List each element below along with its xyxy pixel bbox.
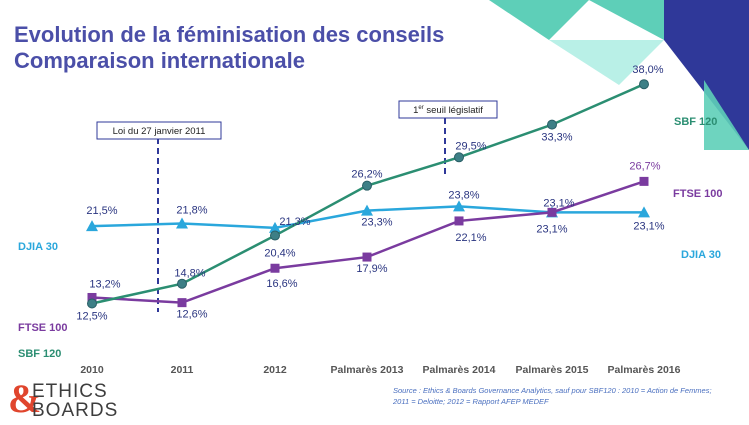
sbf-data-label-0: 12,5% [76, 311, 107, 323]
djia-right-label: DJIA 30 [681, 249, 721, 261]
ftse-data-label-5: 23,1% [543, 197, 574, 209]
source-line-1: Source : Ethics & Boards Governance Anal… [393, 386, 712, 395]
annotations: Loi du 27 janvier 2011 1er seuil législa… [96, 100, 498, 312]
sbf-data-label-3: 26,2% [351, 169, 382, 181]
ftse-data-label-1: 12,6% [176, 309, 207, 321]
ftse-point-1 [177, 298, 187, 308]
djia-data-label-1: 21,8% [176, 205, 207, 217]
decor-teal-top [489, 0, 589, 40]
ftse-point-0 [87, 292, 97, 302]
djia-data-label-4: 23,8% [448, 189, 479, 201]
ftse-data-label-4: 22,1% [455, 232, 486, 244]
ftse-data-label-2: 16,6% [266, 278, 297, 290]
ethics-boards-logo: & ETHICS BOARDS [8, 376, 138, 421]
x-tick-label-6: Palmarès 2016 [608, 364, 681, 376]
x-tick-label-5: Palmarès 2015 [516, 364, 589, 376]
djia-data-label-2: 21,3% [279, 216, 310, 228]
djia-data-label-0: 21,5% [86, 205, 117, 217]
x-axis: 2010 2011 2012 Palmarès 2013 Palmarès 2014 Pa… [80, 364, 680, 376]
sbf-point-3 [362, 180, 372, 191]
annotation-seuil-box [398, 100, 498, 119]
djia-point-3 [361, 204, 373, 216]
chart-title: Evolution de la féminisation des conseil… [14, 22, 444, 74]
decor-light-mid [549, 40, 664, 85]
logo-line-1: ETHICS [32, 381, 108, 402]
decor-teal-right [589, 0, 664, 40]
title-line-1: Evolution de la féminisation des conseil… [14, 22, 445, 47]
sbf-point-6 [639, 79, 649, 90]
sbf-point-2 [270, 230, 280, 241]
djia-data-label-3: 23,3% [361, 217, 392, 229]
x-tick-label-4: Palmarès 2014 [423, 364, 496, 376]
annotation-seuil-text: 1er seuil législatif [413, 105, 483, 116]
annotation-seuil-rest: seuil législatif [424, 105, 483, 116]
sbf-left-label: SBF 120 [18, 348, 61, 360]
sbf-right-label: SBF 120 [674, 116, 717, 128]
source-note: Source : Ethics & Boards Governance Anal… [393, 385, 743, 407]
djia-point-1 [176, 217, 188, 229]
ftse-point-2 [270, 263, 280, 273]
annotation-seuil-sup: er [418, 105, 423, 111]
annotation-loi-box [96, 121, 222, 140]
sbf-data-label-1: 14,8% [174, 268, 205, 280]
logo-line-2: BOARDS [32, 400, 119, 421]
ftse-data-label-3: 17,9% [356, 263, 387, 275]
annotation-seuil-base: 1 [413, 105, 418, 116]
x-tick-label-1: 2011 [171, 364, 194, 376]
decor-navy-right [664, 0, 749, 150]
sbf-point-0 [87, 298, 97, 309]
annotation-loi-text: Loi du 27 janvier 2011 [113, 126, 206, 137]
djia-point-6 [638, 206, 650, 218]
decor-mint-edge [704, 80, 749, 150]
ftse-data-label-6: 26,7% [629, 160, 660, 172]
sbf-point-5 [547, 119, 557, 130]
series-names: DJIA 30 FTSE 100 SBF 120 SBF 120 FTSE 10… [18, 116, 723, 360]
sbf-point-4 [454, 152, 464, 163]
sbf-data-label-5: 33,3% [541, 132, 572, 144]
djia-data-label-6: 23,1% [633, 220, 664, 232]
title-line-2: Comparaison internationale [14, 48, 305, 73]
djia-data-label-5: 23,1% [536, 223, 567, 235]
corner-decoration [489, 0, 749, 150]
ftse-point-6 [639, 176, 649, 186]
ftse-left-label: FTSE 100 [18, 322, 68, 334]
djia-point-2 [269, 221, 281, 233]
djia-left-label: DJIA 30 [18, 241, 58, 253]
ftse-right-label: FTSE 100 [673, 188, 723, 200]
x-tick-label-0: 2010 [80, 364, 104, 376]
djia-point-4 [453, 200, 465, 212]
sbf-point-1 [177, 278, 187, 289]
ftse-point-3 [362, 252, 372, 262]
x-tick-label-3: Palmarès 2013 [331, 364, 404, 376]
source-line-2: 2011 = Deloitte; 2012 = Rapport AFEP MED… [393, 397, 549, 406]
ftse-point-5 [547, 207, 557, 217]
ftse-data-label-0: 13,2% [89, 278, 120, 290]
series-layer [86, 79, 650, 309]
point-labels: 21,5% 21,8% 21,3% 23,3% 23,8% 23,1% 23,1% 13,2%… [76, 64, 664, 322]
sbf-data-label-6: 38,0% [632, 64, 663, 76]
ftse-point-4 [454, 216, 464, 226]
sbf-data-label-4: 29,5% [455, 140, 486, 152]
djia-point-0 [86, 220, 98, 232]
logo-amp: & [8, 376, 42, 421]
x-tick-label-2: 2012 [263, 364, 287, 376]
sbf-data-label-2: 20,4% [264, 248, 295, 260]
